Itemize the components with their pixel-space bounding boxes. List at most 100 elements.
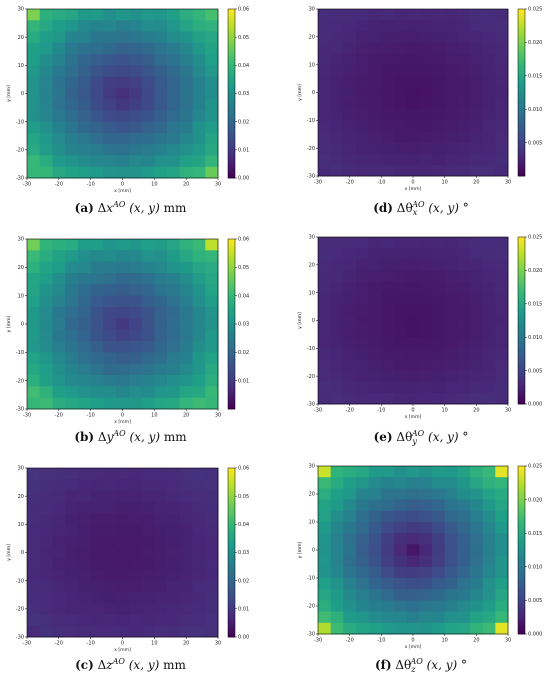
heatmap-cell — [179, 42, 193, 55]
heatmap-cell — [192, 479, 206, 491]
heatmap-cell — [103, 42, 117, 55]
heatmap-cell — [39, 318, 53, 331]
colorbar-segment — [228, 34, 235, 38]
heatmap-cell — [39, 341, 53, 353]
heatmap-cell — [116, 479, 130, 491]
heatmap-cell — [406, 392, 420, 405]
y-tick-label: 0 — [21, 550, 24, 556]
heatmap-cell — [103, 397, 117, 410]
heatmap-cell — [482, 466, 496, 478]
heatmap-cell — [330, 589, 344, 601]
heatmap-cell — [470, 533, 484, 545]
heatmap-cell — [52, 54, 66, 66]
heatmap-cell — [52, 144, 66, 156]
y-tick-label: 20 — [18, 35, 24, 41]
heatmap-cell — [432, 237, 446, 249]
heatmap-cell — [394, 109, 408, 121]
heatmap-cell — [381, 270, 395, 282]
colorbar-tick-label: 0.025 — [528, 7, 542, 13]
heatmap-cell — [470, 142, 484, 155]
x-tick-label: 0 — [121, 182, 124, 188]
x-tick-label: -10 — [87, 641, 95, 647]
y-tick-label: 0 — [21, 322, 24, 328]
heatmap-cell — [318, 477, 332, 489]
heatmap-cell — [128, 352, 142, 365]
heatmap-cell — [77, 42, 92, 55]
heatmap-cell — [495, 477, 509, 489]
colorbar-segment — [518, 365, 525, 369]
heatmap-cell — [394, 120, 408, 132]
heatmap-cell — [103, 386, 117, 399]
y-tick-label: 30 — [18, 237, 24, 243]
colorbar-segment — [518, 508, 525, 512]
heatmap-cell — [179, 284, 193, 297]
heatmap-cell — [470, 270, 484, 282]
heatmap-cell — [368, 86, 382, 99]
colorbar-segment — [228, 324, 235, 328]
colorbar-segment — [518, 513, 525, 517]
heatmap-cell — [116, 239, 130, 251]
heatmap-cell — [406, 237, 420, 249]
heatmap-cell — [128, 591, 142, 604]
heatmap-cell — [330, 281, 344, 294]
heatmap-cell — [457, 622, 471, 635]
colorbar-segment — [228, 79, 235, 83]
heatmap-cell — [128, 273, 142, 285]
heatmap-cell — [394, 303, 408, 316]
heatmap-cell — [482, 31, 496, 43]
heatmap-cell — [318, 281, 332, 294]
heatmap-cell — [318, 237, 332, 249]
colorbar-segment — [518, 326, 525, 330]
colorbar-segment — [228, 295, 235, 299]
colorbar-segment — [228, 341, 235, 345]
heatmap-cell — [116, 9, 130, 21]
colorbar-segment — [228, 518, 235, 522]
heatmap-cell — [368, 53, 382, 66]
heatmap-cell — [356, 131, 370, 143]
colorbar-segment — [518, 395, 525, 399]
heatmap-cell — [141, 65, 155, 77]
heatmap-cell — [39, 121, 53, 134]
heatmap-cell — [482, 120, 496, 132]
heatmap-cell — [406, 326, 420, 338]
heatmap-cell — [330, 131, 344, 143]
colorbar-segment — [228, 490, 235, 494]
heatmap-cell — [356, 120, 370, 132]
heatmap-cell — [406, 477, 420, 489]
heatmap-cell — [192, 580, 206, 593]
heatmap-cell — [368, 142, 382, 155]
heatmap-cell — [167, 9, 181, 21]
heatmap-cell — [318, 248, 332, 260]
heatmap-cell — [39, 99, 53, 111]
heatmap-cell — [406, 533, 420, 545]
heatmap-cell — [39, 397, 53, 410]
heatmap-cell — [77, 558, 92, 570]
heatmap-cell — [52, 479, 66, 491]
heatmap-cell — [154, 54, 168, 66]
heatmap-cell — [141, 591, 155, 604]
heatmap-cell — [356, 337, 370, 349]
colorbar-segment — [228, 352, 235, 356]
heatmap-cell — [39, 166, 53, 179]
heatmap-cell — [381, 359, 395, 371]
heatmap-cell — [343, 120, 357, 132]
heatmap-cell — [192, 535, 206, 548]
heatmap-cell — [39, 329, 53, 342]
heatmap-cell — [368, 589, 382, 601]
heatmap-cell — [406, 153, 420, 166]
heatmap-cell — [495, 488, 509, 500]
colorbar-segment — [228, 290, 235, 294]
x-axis-label: x [mm] — [114, 188, 131, 194]
heatmap-cell — [205, 603, 219, 615]
heatmap-cell — [65, 42, 79, 55]
colorbar-segment — [228, 278, 235, 282]
colorbar-segment — [518, 505, 525, 509]
heatmap-cell — [330, 370, 344, 383]
colorbar-segment — [518, 36, 525, 41]
heatmap-cell — [318, 510, 332, 523]
heatmap-cell — [482, 348, 496, 360]
panel-caption: (b) ΔyAO (x, y) mm — [74, 429, 187, 444]
heatmap-cell — [90, 363, 104, 376]
